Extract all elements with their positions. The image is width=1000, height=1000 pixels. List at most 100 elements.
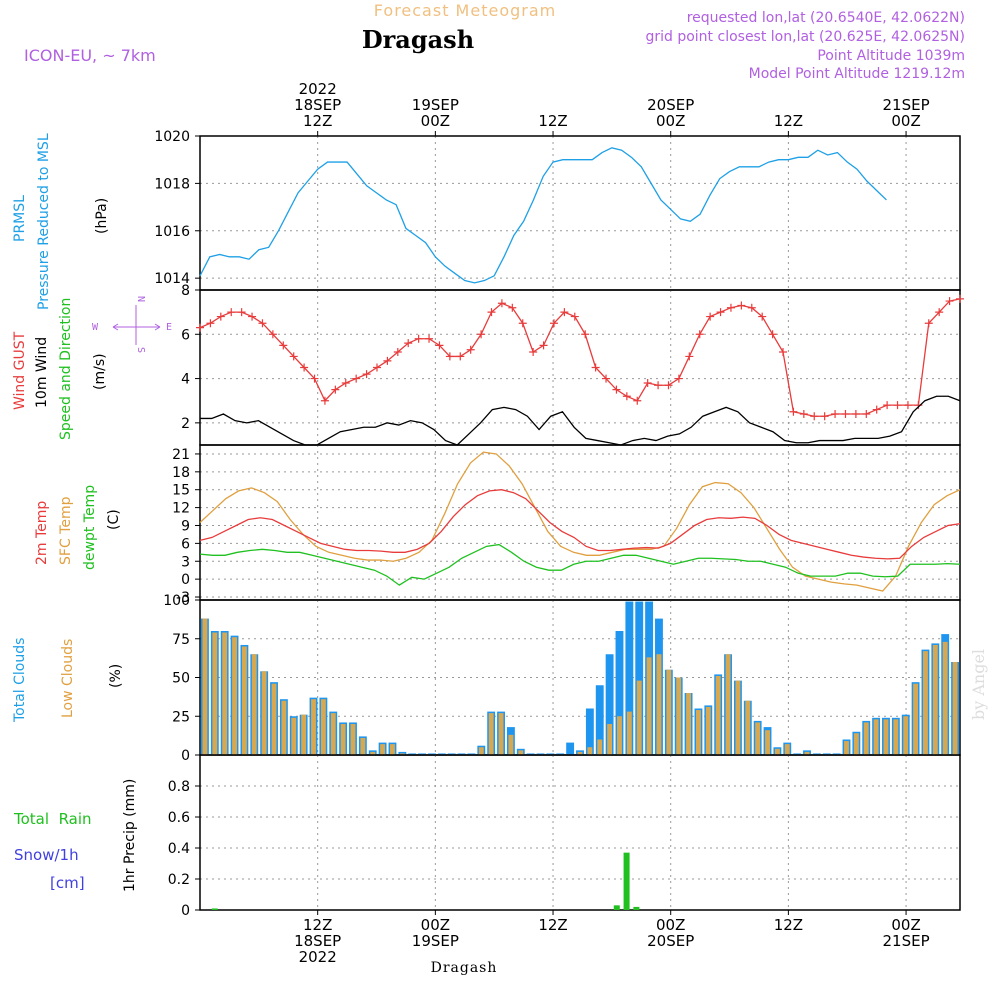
low-cloud-bar — [626, 711, 632, 755]
bottom-time-label: 12Z — [538, 916, 567, 934]
total-cloud-bar — [822, 753, 831, 755]
gust-marker — [529, 348, 538, 356]
gust-marker — [216, 312, 225, 321]
low-cloud-bar — [330, 713, 336, 755]
credit: by Angel — [969, 649, 988, 720]
label-dew: dewpt Temp — [82, 485, 98, 570]
total-cloud-bar — [428, 753, 436, 755]
precip-ytick-label: 0.8 — [168, 779, 190, 795]
low-cloud-bar — [261, 671, 267, 755]
header-location: Dragash — [362, 25, 474, 54]
gust-marker — [508, 303, 517, 312]
clouds-ytick-label: 25 — [172, 709, 190, 725]
gust-marker — [872, 405, 881, 414]
low-cloud-bar — [222, 632, 228, 755]
low-cloud-bar — [696, 710, 701, 755]
compass-e: E — [166, 322, 172, 333]
rain-bar — [211, 908, 218, 910]
low-cloud-bar — [873, 719, 879, 755]
gust-marker — [466, 345, 475, 354]
label-pressure-unit: (hPa) — [94, 198, 110, 234]
total-cloud-bar — [408, 753, 417, 755]
bottom-time-label: 20SEP — [647, 932, 694, 950]
low-cloud-bar — [202, 618, 208, 755]
total-cloud-bar — [437, 753, 446, 755]
gust-marker — [570, 312, 579, 321]
header-point-alt: Point Altitude 1039m — [817, 48, 965, 64]
bottom-time-label: 21SEP — [882, 932, 929, 950]
low-cloud-bar — [883, 719, 889, 755]
label-temp-unit: (C) — [106, 509, 122, 530]
compass-n: N — [135, 296, 146, 302]
precip-ytick-label: 0.4 — [168, 841, 190, 857]
clouds-ytick-label: 100 — [163, 593, 190, 609]
low-cloud-bar — [853, 733, 859, 755]
wind-ytick-label: 2 — [181, 416, 190, 432]
gust-marker — [893, 401, 902, 410]
total-cloud-bar — [536, 753, 545, 755]
gust-marker — [310, 374, 319, 383]
low-cloud-bar — [903, 716, 909, 755]
precip-frame — [199, 754, 961, 911]
total-cloud-bar — [595, 685, 604, 755]
total-cloud-bar — [793, 753, 802, 755]
low-cloud-bar — [607, 724, 613, 755]
low-cloud-bar — [725, 654, 731, 755]
compass-icon: N S W E — [92, 296, 172, 353]
top-time-label: 20SEP — [647, 96, 694, 114]
low-cloud-bar — [587, 747, 593, 755]
low-cloud-bar — [241, 646, 247, 755]
low-cloud-bar — [478, 747, 484, 755]
bottom-time-label: 12Z — [774, 916, 803, 934]
low-cloud-bar — [676, 677, 682, 755]
total-cloud-bar — [447, 753, 456, 755]
top-time-label: 19SEP — [412, 96, 459, 114]
gust-marker — [372, 363, 381, 372]
pressure-ytick-label: 1018 — [154, 176, 190, 192]
header-model: ICON-EU, ~ 7km — [24, 46, 156, 65]
header-model-alt: Model Point Altitude 1219.12m — [749, 66, 965, 82]
low-cloud-bar — [715, 675, 721, 755]
clouds-ytick-label: 50 — [172, 671, 190, 687]
gust-marker — [237, 308, 246, 317]
gust-marker — [779, 348, 788, 356]
gust-marker — [903, 401, 912, 410]
temp-ytick-label: -3 — [176, 590, 190, 606]
total-cloud-bar — [467, 753, 476, 755]
gust-marker — [747, 303, 756, 312]
low-cloud-bar — [656, 654, 662, 755]
low-cloud-bar — [577, 751, 583, 755]
low-cloud-bar — [765, 730, 770, 755]
gust-marker — [695, 330, 704, 339]
low-cloud-bar — [735, 680, 741, 755]
gust-marker — [227, 308, 236, 317]
low-cloud-bar — [863, 722, 869, 755]
low-cloud-bar — [804, 751, 810, 755]
low-cloud-bar — [360, 737, 366, 755]
low-cloud-bar — [755, 722, 761, 755]
gust-marker — [196, 323, 204, 332]
low-cloud-bar — [380, 744, 386, 755]
compass-s: S — [135, 347, 146, 353]
gust-line — [199, 298, 961, 417]
wind-ytick-label: 8 — [181, 283, 190, 299]
gust-marker — [799, 410, 808, 418]
label-low-clouds: Low Clouds — [60, 639, 76, 718]
gust-marker — [706, 312, 715, 321]
gust-marker — [612, 385, 621, 394]
gust-marker — [393, 348, 402, 356]
low-cloud-bar — [913, 683, 919, 755]
gust-marker — [268, 330, 277, 339]
gust-marker — [924, 319, 933, 328]
gust-marker — [945, 297, 954, 306]
label-t2m: 2m Temp — [34, 501, 50, 565]
total-cloud-bar — [812, 753, 821, 755]
wind-ytick-label: 6 — [181, 327, 190, 343]
top-time-label: 2022 — [299, 80, 337, 98]
total-cloud-bar — [546, 753, 555, 755]
low-cloud-bar — [636, 680, 642, 755]
gust-marker — [726, 303, 735, 312]
bottom-time-label: 12Z — [303, 916, 332, 934]
low-cloud-bar — [320, 699, 326, 755]
top-time-label: 00Z — [421, 112, 450, 130]
